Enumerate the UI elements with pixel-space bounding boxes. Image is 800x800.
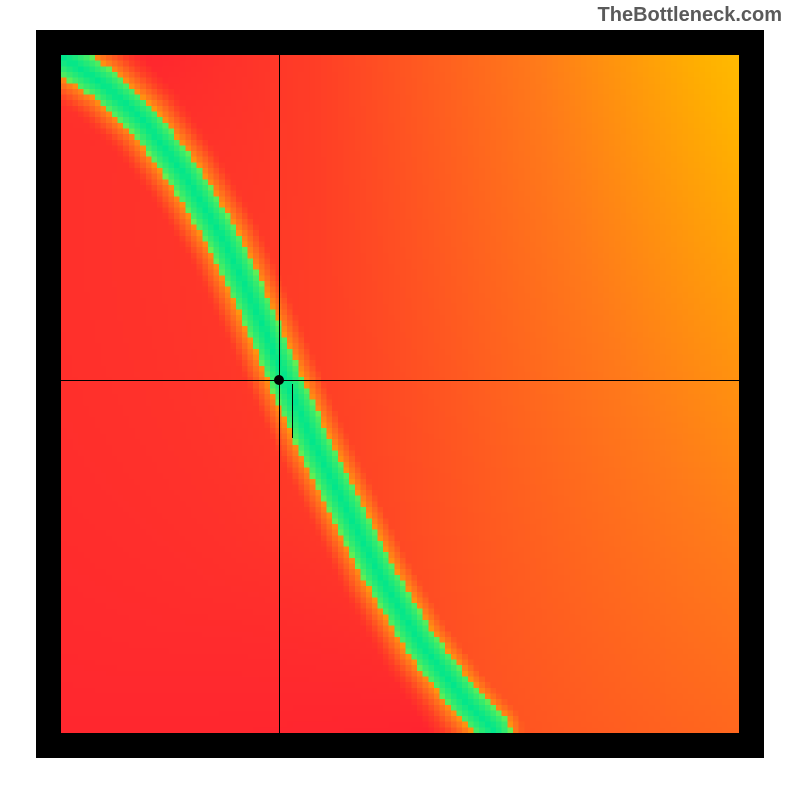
crosshair-horizontal [61,380,739,381]
marker-tick-stub [292,384,293,438]
attribution-text: TheBottleneck.com [598,4,782,27]
crosshair-vertical [279,55,280,733]
heatmap-canvas [61,55,739,733]
heatmap-plot [61,55,739,733]
chart-frame [36,30,764,758]
data-point-marker [274,375,284,385]
